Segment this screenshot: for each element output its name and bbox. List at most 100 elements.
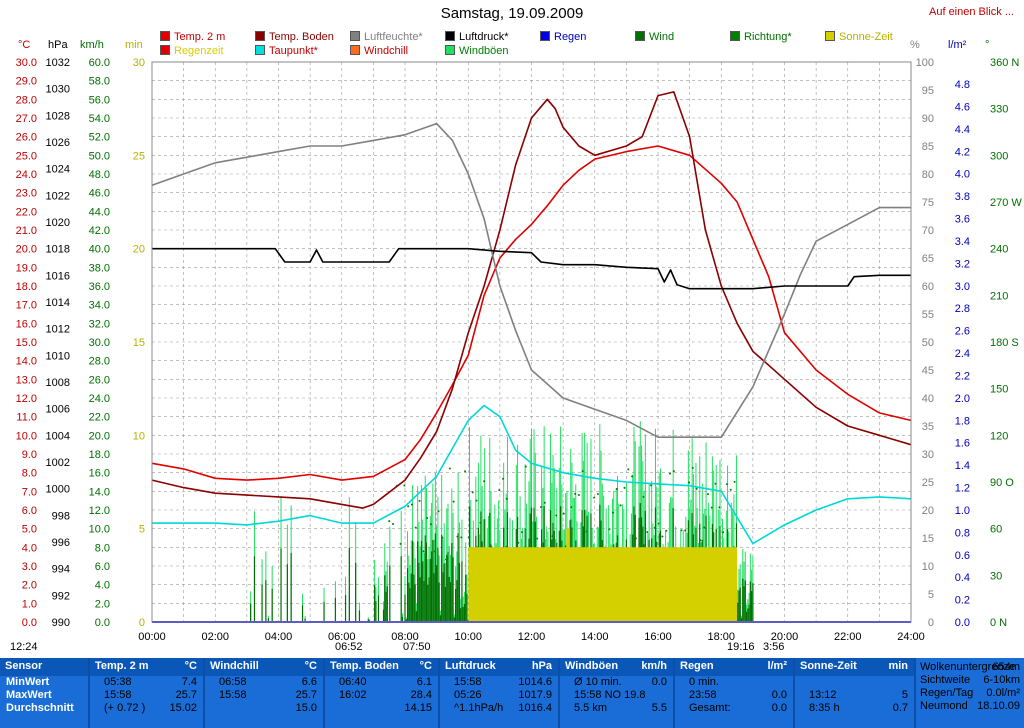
stats-row: 15.0 [295,702,317,714]
tick-label-temp: 20.0 [16,244,37,256]
direction-dot [399,542,402,545]
tick-label-humidity: 30 [922,449,934,461]
tick-label-rain: 0.2 [955,595,970,607]
direction-dot [437,510,440,513]
stats-row: 23:58 0.0 [689,689,787,701]
direction-dot [521,531,524,534]
tick-label-temp: 1.0 [22,598,37,610]
direction-dot [672,470,675,473]
tick-label-temp: 11.0 [16,412,37,424]
overview-link[interactable]: Auf einen Blick ... [929,6,1014,18]
legend-item: Luftdruck* [445,31,509,43]
tick-label-wind: 48.0 [89,169,110,181]
tick-label-temp: 0.0 [22,617,37,629]
tick-label-temp: 25.0 [16,150,37,162]
stats-row: 15:58 1014.6 [454,676,552,688]
tick-label-wind: 28.0 [89,356,110,368]
tick-label-humidity: 50 [922,337,934,349]
direction-dot [391,522,394,525]
tick-label-direction: 270 W [990,197,1022,209]
tick-label-direction: 180 S [990,337,1019,349]
tick-label-wind: 32.0 [89,318,110,330]
tick-label-wind: 16.0 [89,468,110,480]
stats-panel-title: Luftdruck hPa [440,658,558,676]
direction-dot [650,484,653,487]
tick-label-rain: 0.8 [955,527,970,539]
tick-label-pressure: 1010 [46,350,70,362]
tick-label-pressure: 1028 [46,110,70,122]
tick-label-direction: 60 [990,524,1002,536]
legend-item: Regen [540,31,586,43]
stats-row: 05:26 1017.9 [454,689,552,701]
tick-label-rain: 0.4 [955,572,970,584]
direction-dot [593,496,596,499]
unit-humidity: % [910,39,920,51]
tick-label-pressure: 1024 [46,164,70,176]
tick-label-pressure: 1030 [46,84,70,96]
unit-temp: °C [18,39,31,51]
tick-label-rain: 4.0 [955,169,970,181]
stats-panel: Regen l/m² 0 min. 23:58 0.0 Gesamt: 0.0 [675,658,795,728]
direction-dot [581,470,584,473]
tick-label-wind: 26.0 [89,374,110,386]
tick-label-time: 08:00 [391,631,419,643]
sun-mark-2: 07:50 [403,641,431,653]
tick-label-humidity: 45 [922,365,934,377]
direction-dot [619,504,622,507]
direction-dot [646,531,649,534]
legend-item: Regenzeit [160,45,224,57]
unit-rain: l/m² [948,39,967,51]
direction-dot [710,506,713,509]
left-time: 12:24 [10,641,38,653]
legend-swatch [445,31,455,41]
direction-dot [483,480,486,483]
tick-label-pressure: 1008 [46,377,70,389]
legend-label: Temp. Boden [269,31,334,43]
direction-dot [574,492,577,495]
tick-label-time: 16:00 [644,631,672,643]
direction-dot [634,537,637,540]
legend-swatch [635,31,645,41]
legend-label: Luftfeuchte* [364,31,423,43]
extra-row: Neumond 18.10.09 [920,700,1020,712]
stats-row: Gesamt: 0.0 [689,702,787,714]
direction-dot [653,526,656,529]
tick-label-wind: 40.0 [89,244,110,256]
legend-label: Regenzeit [174,45,224,57]
direction-dot [407,505,410,508]
tick-label-wind: 38.0 [89,262,110,274]
tick-label-wind: 12.0 [89,505,110,517]
tick-label-time: 24:00 [897,631,925,643]
tick-label-rain: 4.6 [955,101,970,113]
tick-label-rain: 2.2 [955,370,970,382]
tick-label-pressure: 1020 [46,217,70,229]
tick-label-temp: 13.0 [16,374,37,386]
stats-row: 5.5 km 5.5 [574,702,667,714]
stats-panel: Temp. Boden °C 06:40 6.1 16:02 28.4 14.15 [325,658,440,728]
tick-label-direction: 240 [990,244,1008,256]
direction-dot [467,536,470,539]
direction-dot [418,499,421,502]
legend-item: Richtung* [730,31,792,43]
stats-row: 15:58 NO 19.8 [574,689,646,701]
stats-panel: Temp. 2 m °C 05:38 7.4 15:58 25.7 (+ 0.72 ) 15.… [90,658,205,728]
extra-row: Regen/Tag 0.0l/m² [920,687,1020,699]
legend-swatch [825,31,835,41]
direction-dot [718,506,721,509]
tick-label-pressure: 992 [52,590,70,602]
tick-label-direction: 30 [990,570,1002,582]
legend-swatch [255,31,265,41]
tick-label-temp: 6.0 [22,505,37,517]
legend-item: Taupunkt* [255,45,318,57]
tick-label-temp: 3.0 [22,561,37,573]
tick-label-pressure: 996 [52,537,70,549]
legend-label: Windchill [364,45,409,57]
tick-label-rain: 1.6 [955,438,970,450]
series-line [151,122,911,439]
direction-dot [577,494,580,497]
direction-dot [498,489,501,492]
tick-label-temp: 21.0 [16,225,37,237]
tick-label-rain: 3.2 [955,258,970,270]
stats-panel-title: Windböen km/h [560,658,673,676]
legend-swatch [540,31,550,41]
